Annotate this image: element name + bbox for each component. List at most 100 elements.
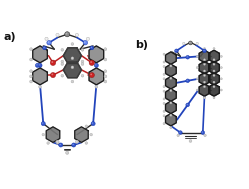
Circle shape [163, 86, 164, 87]
Polygon shape [199, 50, 210, 63]
Circle shape [38, 63, 42, 67]
Circle shape [46, 38, 47, 39]
Circle shape [202, 132, 203, 133]
Polygon shape [166, 101, 176, 114]
Circle shape [105, 81, 106, 82]
Circle shape [87, 38, 88, 39]
Circle shape [186, 103, 189, 107]
Circle shape [71, 43, 74, 45]
Circle shape [170, 114, 172, 116]
Circle shape [39, 63, 42, 66]
Circle shape [61, 48, 64, 51]
Circle shape [91, 47, 92, 48]
Circle shape [82, 63, 83, 64]
Polygon shape [199, 61, 210, 74]
Circle shape [90, 46, 94, 50]
Circle shape [213, 81, 215, 83]
Circle shape [213, 74, 215, 77]
Polygon shape [209, 50, 219, 63]
Circle shape [59, 143, 63, 147]
Circle shape [213, 70, 214, 71]
Circle shape [187, 104, 188, 105]
Circle shape [203, 48, 205, 50]
Circle shape [163, 86, 165, 88]
Circle shape [163, 103, 164, 104]
Circle shape [203, 63, 205, 65]
Circle shape [86, 37, 90, 40]
Circle shape [71, 57, 74, 60]
Circle shape [81, 63, 84, 65]
Polygon shape [33, 68, 47, 85]
Polygon shape [33, 46, 47, 63]
Circle shape [179, 131, 182, 134]
Circle shape [163, 65, 165, 67]
Circle shape [213, 63, 215, 65]
Circle shape [196, 78, 198, 80]
Circle shape [163, 123, 165, 125]
Circle shape [220, 89, 222, 91]
Circle shape [163, 78, 165, 80]
Polygon shape [75, 127, 88, 142]
Circle shape [187, 80, 188, 81]
Circle shape [179, 132, 181, 133]
Circle shape [30, 76, 31, 77]
Circle shape [170, 126, 172, 129]
Circle shape [213, 86, 214, 87]
Circle shape [163, 61, 165, 63]
Circle shape [203, 59, 205, 61]
Circle shape [45, 37, 48, 40]
Circle shape [30, 70, 31, 71]
Circle shape [104, 48, 107, 51]
Circle shape [57, 141, 58, 142]
Circle shape [196, 55, 198, 57]
Circle shape [163, 61, 164, 62]
Text: a): a) [4, 32, 16, 42]
Circle shape [213, 48, 214, 49]
Circle shape [163, 66, 164, 67]
Polygon shape [63, 48, 81, 64]
Circle shape [163, 123, 164, 124]
Circle shape [81, 74, 84, 77]
Circle shape [30, 70, 32, 73]
Circle shape [204, 135, 205, 136]
Circle shape [203, 50, 205, 51]
Circle shape [104, 75, 107, 78]
Circle shape [163, 110, 165, 112]
Circle shape [39, 64, 40, 66]
Circle shape [213, 59, 215, 61]
Circle shape [85, 125, 88, 128]
Circle shape [213, 97, 215, 99]
Circle shape [30, 48, 32, 51]
Circle shape [71, 80, 74, 83]
Circle shape [163, 90, 165, 92]
Circle shape [204, 75, 205, 76]
Circle shape [188, 41, 192, 45]
Circle shape [94, 63, 98, 67]
Circle shape [190, 140, 191, 141]
Circle shape [186, 79, 189, 83]
Circle shape [196, 89, 198, 91]
Circle shape [163, 115, 165, 117]
Circle shape [105, 59, 106, 60]
Circle shape [204, 134, 206, 137]
Circle shape [76, 141, 77, 142]
Circle shape [89, 60, 95, 66]
Circle shape [52, 74, 53, 75]
Polygon shape [209, 84, 219, 96]
Circle shape [186, 55, 189, 59]
Circle shape [56, 140, 59, 143]
Circle shape [66, 33, 67, 35]
Circle shape [175, 49, 178, 53]
Circle shape [50, 73, 56, 78]
Circle shape [75, 33, 78, 36]
Circle shape [213, 97, 214, 98]
Circle shape [203, 97, 205, 99]
Circle shape [85, 142, 88, 144]
Polygon shape [89, 68, 104, 85]
Circle shape [96, 64, 97, 65]
Circle shape [57, 142, 59, 144]
Circle shape [95, 63, 98, 66]
Circle shape [170, 102, 172, 104]
Circle shape [36, 64, 38, 66]
Circle shape [204, 97, 205, 98]
